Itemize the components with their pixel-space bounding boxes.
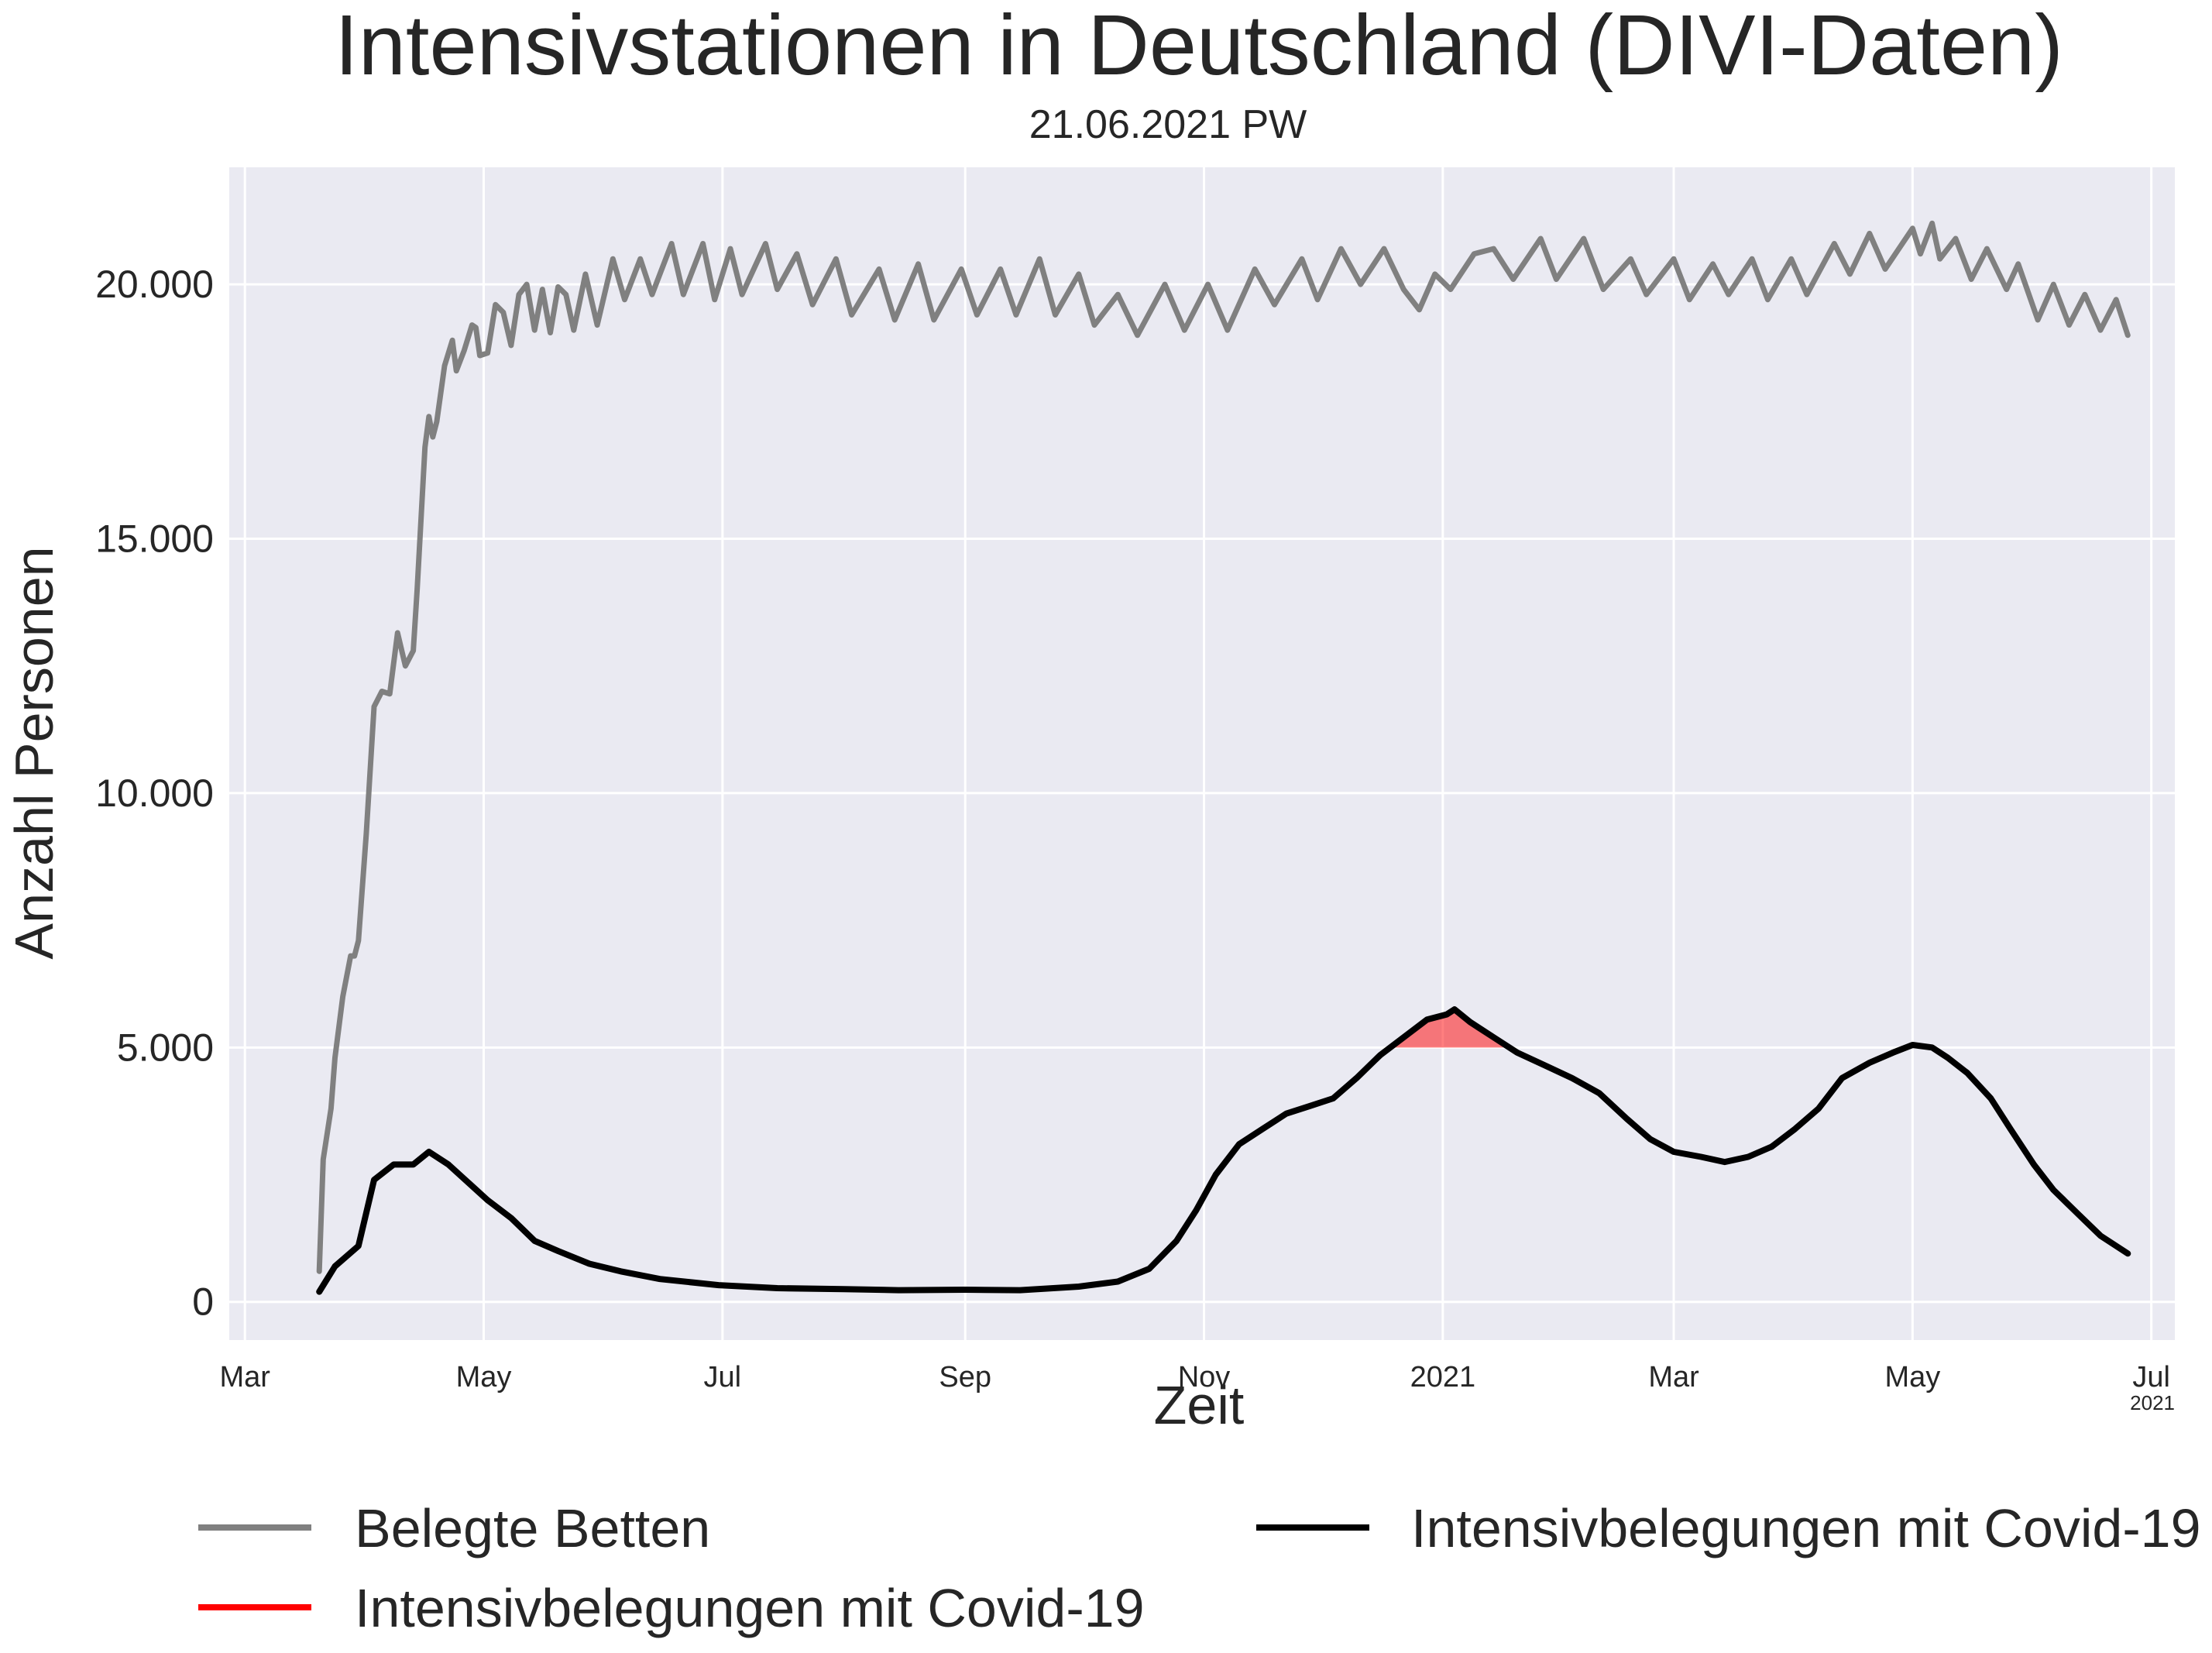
- legend-label: Belegte Betten: [355, 1498, 710, 1558]
- y-tick-label: 0: [192, 1280, 214, 1324]
- series-line-belegte-betten: [316, 220, 2131, 1274]
- x-tick-label: May: [1884, 1361, 1940, 1394]
- x-tick-label: May: [456, 1361, 512, 1394]
- legend-item-covid-red: Intensivbelegungen mit Covid-19: [198, 1578, 1145, 1638]
- legend-item-belegte-betten: Belegte Betten: [198, 1498, 710, 1558]
- legend-label: Intensivbelegungen mit Covid-19: [355, 1578, 1145, 1638]
- x-tick-labels: Mar May Jul Sep Nov 2021 Mar May Jul: [219, 1361, 2169, 1394]
- x-tick-label: Mar: [219, 1361, 270, 1394]
- x-axis-offset-label: 2021: [2130, 1391, 2175, 1414]
- legend-label: Intensivbelegungen mit Covid-19: [1411, 1498, 2201, 1558]
- chart-subtitle: 21.06.2021 PW: [1029, 102, 1307, 147]
- x-tick-label: Mar: [1648, 1361, 1699, 1394]
- y-tick-label: 10.000: [95, 772, 214, 815]
- legend: Belegte Betten Intensivbelegungen mit Co…: [198, 1498, 2201, 1638]
- y-tick-label: 5.000: [117, 1026, 214, 1069]
- y-tick-label: 20.000: [95, 263, 214, 306]
- grid: [229, 167, 2175, 1340]
- legend-item-covid-black: Intensivbelegungen mit Covid-19: [1256, 1498, 2201, 1558]
- series-line-covid: [316, 1006, 2131, 1295]
- x-tick-label: Jul: [2132, 1361, 2170, 1394]
- plot-area: [229, 167, 2175, 1340]
- y-axis-label: Anzahl Personen: [4, 546, 64, 959]
- x-axis-label: Zeit: [1154, 1375, 1245, 1435]
- x-tick-label: Nov: [1178, 1361, 1231, 1394]
- y-tick-labels: 0 5.000 10.000 15.000 20.000: [95, 263, 214, 1324]
- x-tick-label: Sep: [939, 1361, 991, 1394]
- x-tick-label: 2021: [1410, 1361, 1476, 1394]
- x-tick-label: Jul: [704, 1361, 742, 1394]
- y-tick-label: 15.000: [95, 517, 214, 560]
- series-lines: [316, 220, 2131, 1295]
- chart-title: Intensivstationen in Deutschland (DIVI-D…: [335, 0, 2063, 93]
- covid-fill-region: [1389, 1009, 1510, 1048]
